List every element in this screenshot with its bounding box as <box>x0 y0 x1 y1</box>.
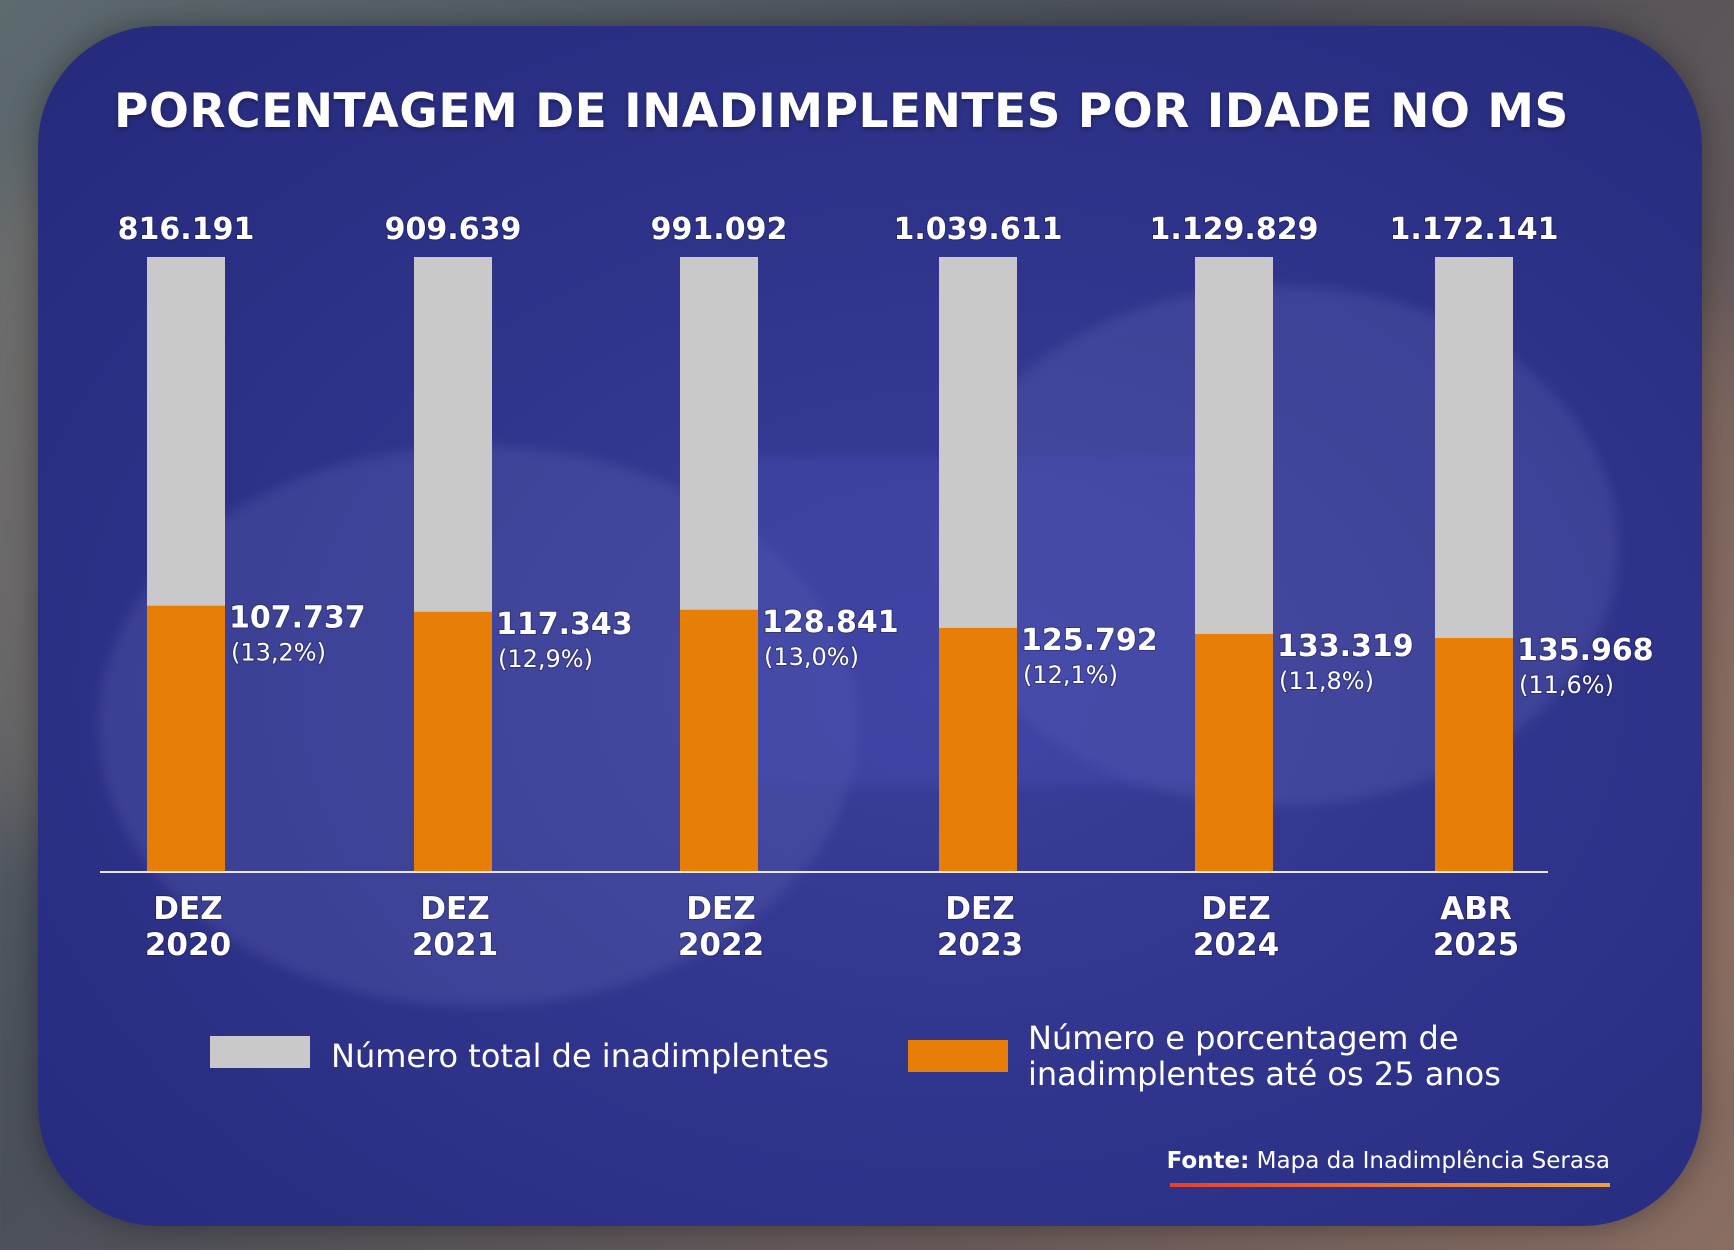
young-value-label: 125.792 <box>1021 623 1158 658</box>
bar-young <box>1435 638 1513 872</box>
young-value-label: 135.968 <box>1517 633 1654 668</box>
young-percent-label: (12,9%) <box>498 645 593 673</box>
young-value-label: 117.343 <box>496 607 633 642</box>
young-value-label: 128.841 <box>762 605 899 640</box>
bar-young <box>414 611 492 872</box>
total-value-label: 816.191 <box>118 212 255 247</box>
total-value-label: 991.092 <box>651 212 788 247</box>
young-percent-label: (11,6%) <box>1519 671 1614 699</box>
category-label-year: 2023 <box>937 927 1023 963</box>
legend-label-young: Número e porcentagem de inadimplentes at… <box>1028 1020 1501 1092</box>
source-underline <box>1170 1183 1610 1187</box>
category-label-month: DEZ <box>153 891 222 927</box>
category-label-month: DEZ <box>686 891 755 927</box>
legend-label-young-line1: Número e porcentagem de <box>1028 1019 1459 1057</box>
category-label-year: 2022 <box>678 927 764 963</box>
legend-label-young-line2: inadimplentes até os 25 anos <box>1028 1055 1501 1093</box>
total-value-label: 909.639 <box>385 212 522 247</box>
chart-card: PORCENTAGEM DE INADIMPLENTES POR IDADE N… <box>38 26 1702 1226</box>
bar-young <box>939 627 1017 872</box>
category-label-month: DEZ <box>420 891 489 927</box>
legend-label-total: Número total de inadimplentes <box>331 1037 830 1075</box>
source-prefix: Fonte: <box>1166 1148 1250 1174</box>
source-note: Fonte: Mapa da Inadimplência Serasa <box>1167 1148 1610 1174</box>
category-label-month: DEZ <box>1201 891 1270 927</box>
bar-young <box>147 605 225 872</box>
category-label-year: 2025 <box>1433 927 1519 963</box>
young-percent-label: (11,8%) <box>1279 667 1374 695</box>
total-value-label: 1.129.829 <box>1150 212 1319 247</box>
category-label-year: 2021 <box>412 927 498 963</box>
category-label-year: 2020 <box>145 927 231 963</box>
category-label-month: ABR <box>1440 891 1512 927</box>
total-value-label: 1.039.611 <box>894 212 1063 247</box>
young-percent-label: (13,0%) <box>764 643 859 671</box>
young-percent-label: (13,2%) <box>231 639 326 667</box>
young-value-label: 133.319 <box>1277 629 1414 664</box>
young-percent-label: (12,1%) <box>1023 661 1118 689</box>
legend-swatch-young <box>908 1040 1008 1072</box>
total-value-label: 1.172.141 <box>1390 212 1559 247</box>
category-label-month: DEZ <box>945 891 1014 927</box>
young-value-label: 107.737 <box>229 601 366 636</box>
bar-young <box>680 609 758 872</box>
bar-chart: 816.191107.737(13,2%)DEZ2020909.639117.3… <box>100 211 1655 964</box>
legend-swatch-total <box>210 1036 310 1068</box>
bar-young <box>1195 633 1273 872</box>
source-text: Mapa da Inadimplência Serasa <box>1249 1148 1610 1174</box>
chart-title: PORCENTAGEM DE INADIMPLENTES POR IDADE N… <box>114 84 1569 139</box>
category-label-year: 2024 <box>1193 927 1279 963</box>
